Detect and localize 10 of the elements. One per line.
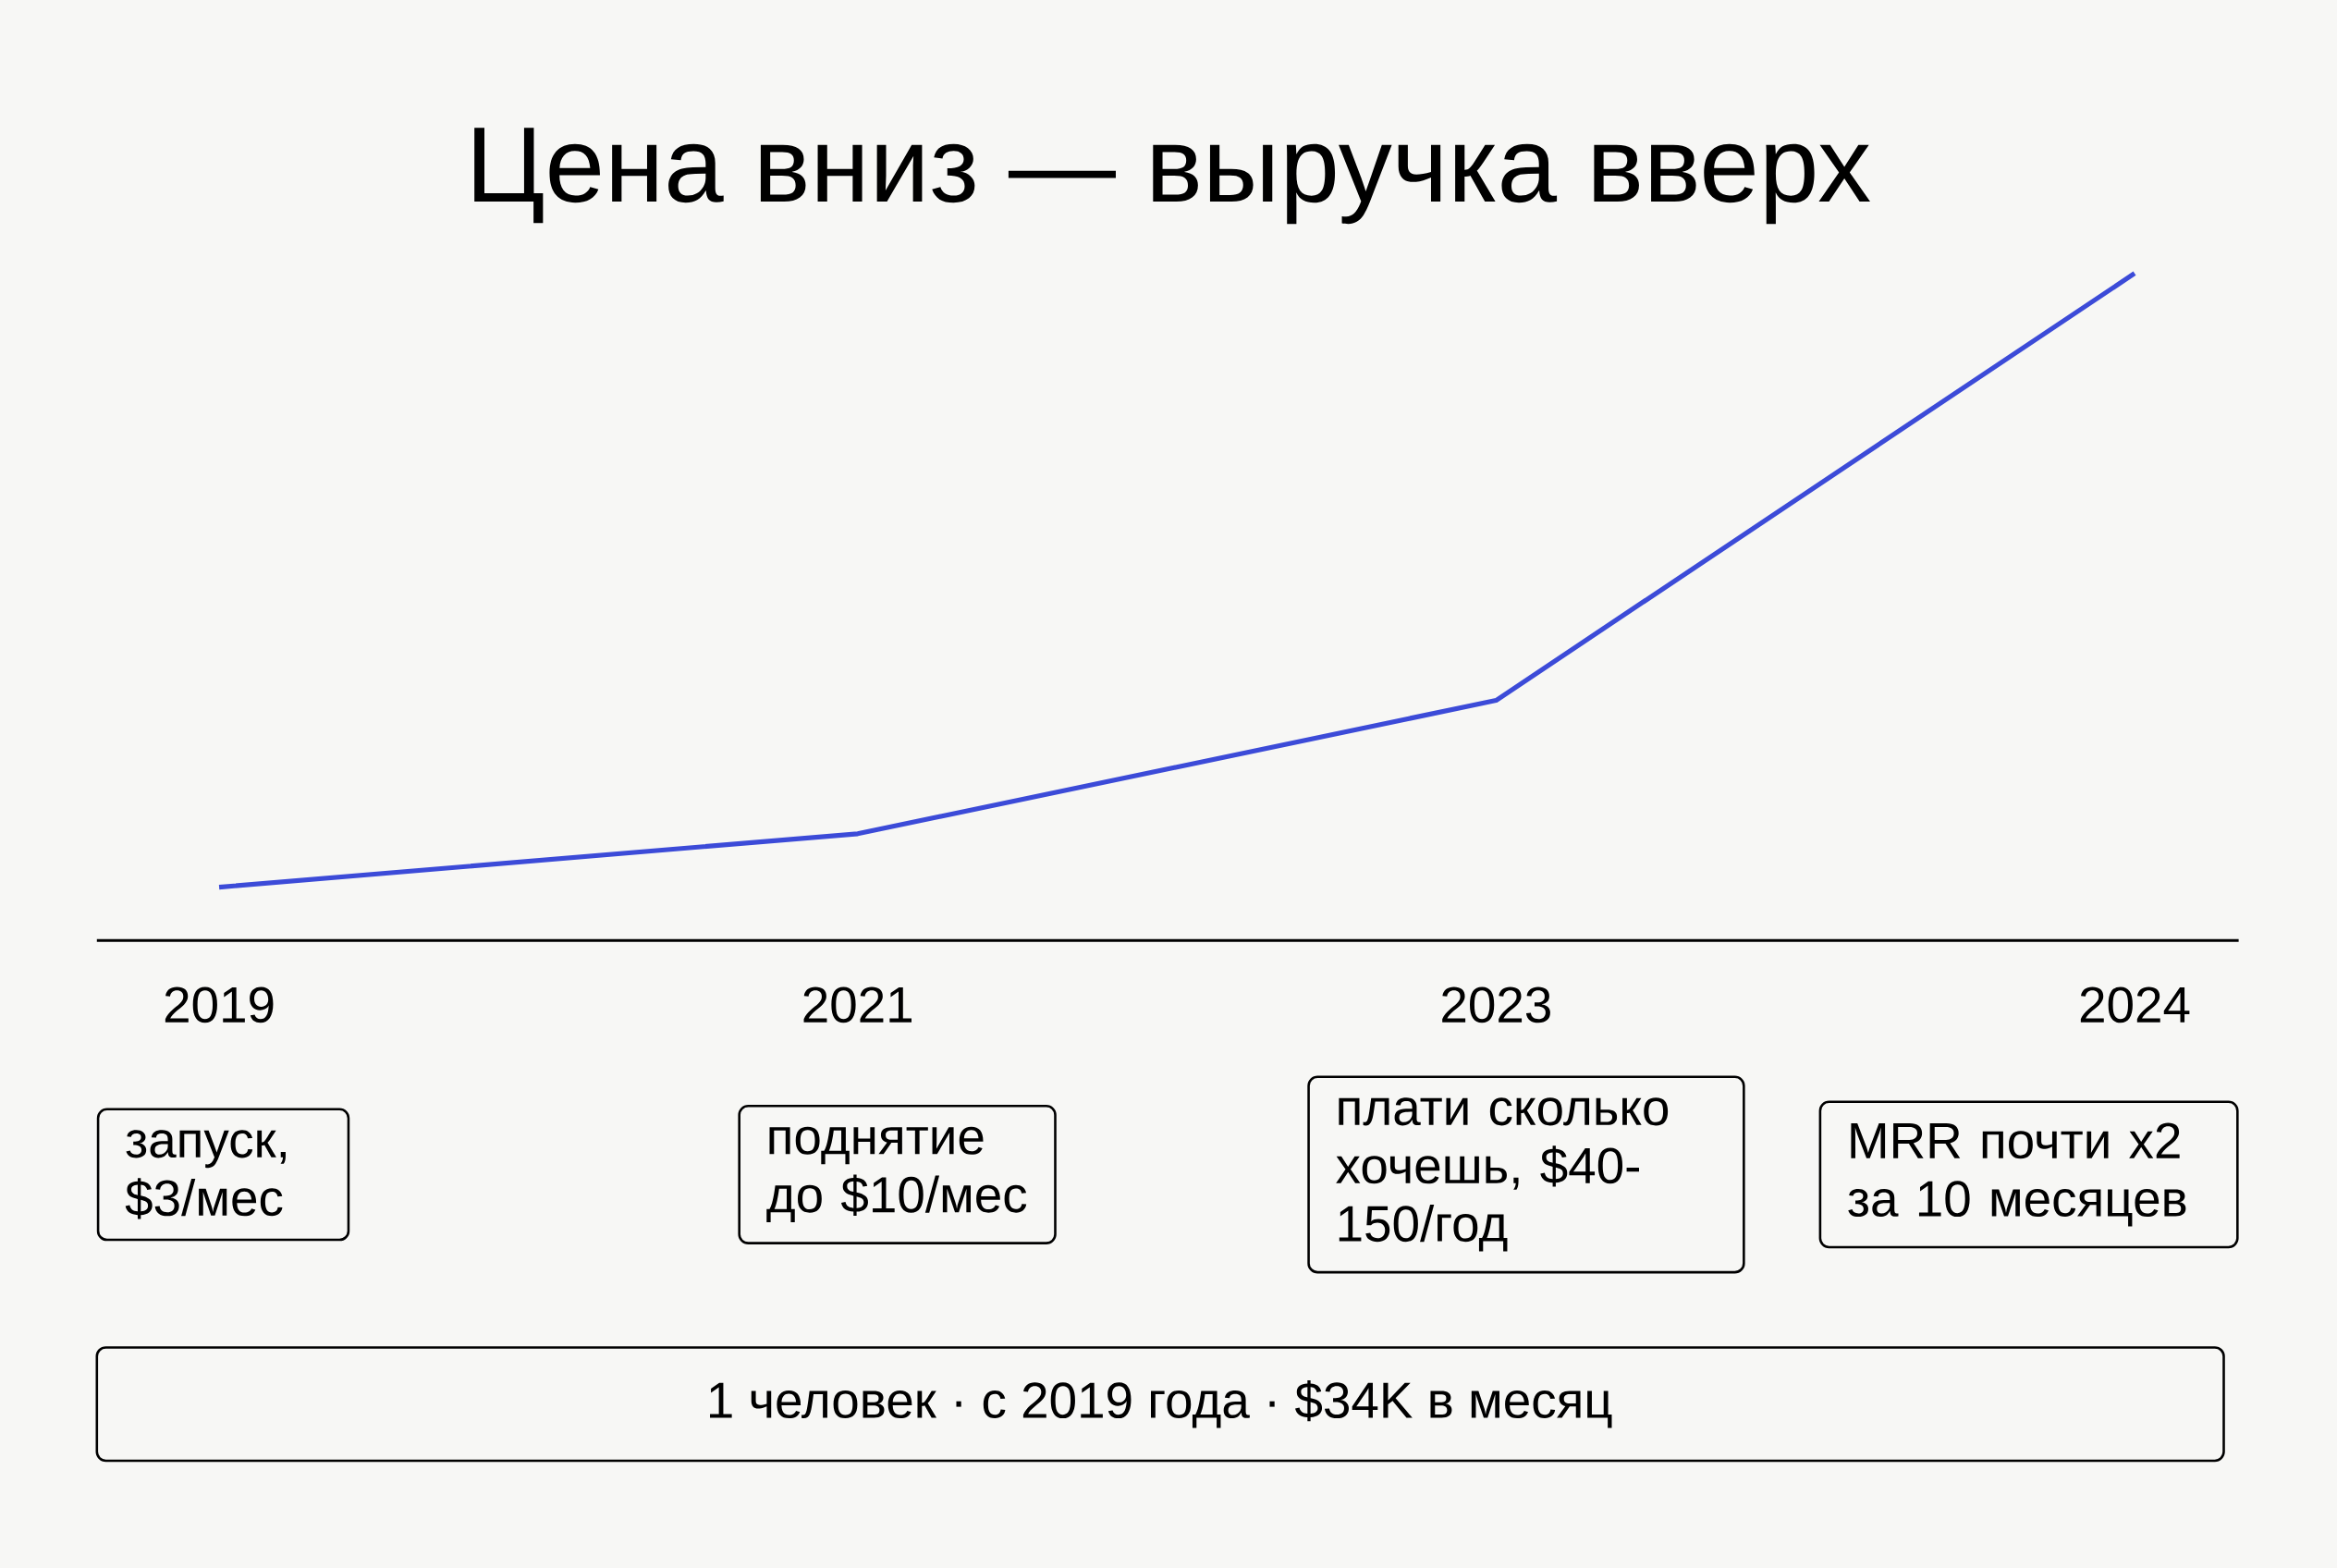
x-tick-label: 2024: [2080, 986, 2190, 1023]
text: поднятие до $10/мес: [766, 1126, 1027, 1223]
x-tick-label: 2019: [165, 986, 274, 1023]
x-tick-label: 2023: [1442, 986, 1550, 1023]
x-tick-label: 2021: [803, 986, 912, 1023]
text: запуск, $3/мес: [125, 1130, 286, 1219]
chart-title: Цена вниз — выручка вверх: [474, 128, 1870, 225]
text: MRR почти x2 за 10 месяцев: [1848, 1122, 2186, 1227]
text: 1 человек · с 2019 года · $34K в месяц: [710, 1379, 1612, 1428]
text: плати сколько хочешь, $40-150/год: [1336, 1097, 1669, 1252]
